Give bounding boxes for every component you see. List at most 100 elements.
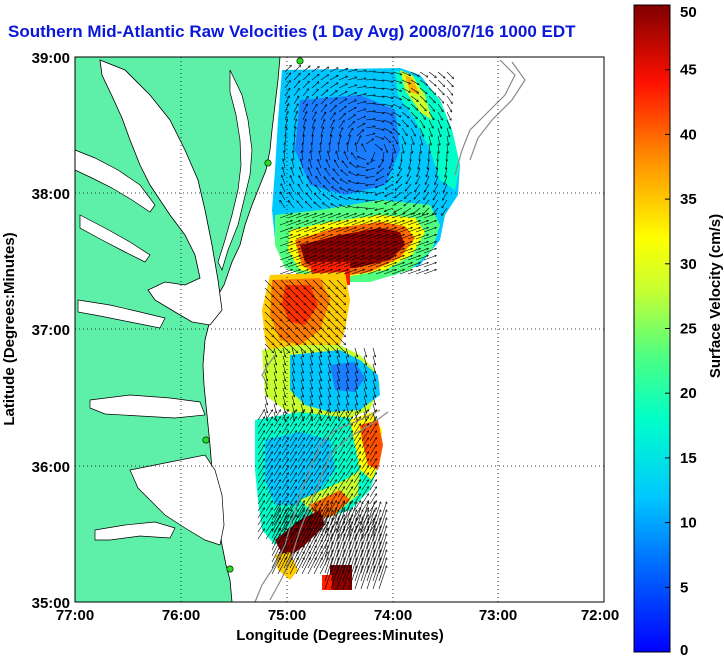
velocity-arrow [336,558,345,582]
velocity-arrow [297,445,305,456]
velocity-arrow [348,534,357,558]
velocity-arrow [282,355,285,365]
velocity-arrow [359,221,372,226]
velocity-arrow [363,403,366,413]
velocity-arrow [401,127,407,135]
velocity-arrow [282,371,285,381]
velocity-arrow [363,363,366,373]
velocity-arrow [265,410,273,421]
velocity-arrow [392,111,401,117]
velocity-arrow [415,256,428,261]
velocity-arrow [324,526,333,550]
colorbar-tick-label: 15 [680,450,697,467]
velocity-arrow [281,431,289,442]
velocity-arrow [281,487,289,498]
velocity-arrow [345,452,353,463]
velocity-arrow [328,319,337,329]
velocity-arrow [327,242,340,247]
colorbar-title: Surface Velocity (cm/s) [707,214,724,378]
velocity-arrow [385,199,394,204]
velocity-arrow [291,403,294,413]
velocity-arrow [360,550,369,574]
velocity-arrow [365,103,375,104]
station-marker [226,565,234,573]
velocity-arrow [375,207,385,210]
velocity-arrow [273,379,276,389]
velocity-arrow [340,196,349,201]
velocity-arrow [366,550,375,574]
velocity-arrow [330,518,339,542]
velocity-arrow [289,193,295,201]
velocity-arrow [354,395,357,405]
velocity-arrow [423,214,436,219]
velocity-arrow [348,542,357,566]
velocity-arrow [352,153,358,161]
velocity-arrow [407,228,420,233]
velocity-arrow [374,88,384,89]
velocity-arrow [401,143,404,153]
albemarle-sound [89,394,206,419]
velocity-arrow [374,135,384,139]
velocity-arrow [369,438,377,449]
velocity-arrow [257,438,265,449]
velocity-arrow [354,566,363,590]
velocity-arrow [291,347,294,357]
velocity-arrow [282,403,285,413]
y-tick-label: 36:00 [32,459,70,476]
velocity-arrow [329,410,337,421]
velocity-arrow [305,410,313,421]
velocity-arrow [264,287,273,297]
velocity-arrow [282,167,286,177]
velocity-arrow [372,542,381,566]
velocity-arrow [273,387,276,397]
velocity-arrow [327,256,340,261]
velocity-arrow [366,208,376,209]
velocity-arrow [284,81,290,89]
velocity-arrow [280,201,286,209]
velocity-arrow [338,99,347,105]
velocity-arrow [401,95,410,101]
velocity-arrow [447,143,448,153]
velocity-arrow [273,355,276,365]
velocity-arrow [280,279,289,289]
velocity-arrow [257,501,265,512]
velocity-arrow [363,355,366,365]
velocity-arrow [282,387,285,397]
velocity-arrow [410,119,416,127]
velocity-arrow [296,319,305,329]
velocity-arrow [401,79,410,84]
velocity-arrow [361,417,369,428]
velocity-arrow [291,371,294,381]
velocity-arrow [345,494,353,505]
velocity-arrow [389,159,394,168]
velocity-arrow [292,159,295,169]
velocity-arrow [282,363,285,373]
velocity-arrow [320,327,329,337]
velocity-arrow [264,347,267,357]
velocity-arrow [392,135,398,144]
velocity-arrow [372,387,375,397]
velocity-arrow [391,263,404,268]
velocity-arrow [304,319,313,329]
velocity-arrow [273,501,281,512]
velocity-arrow [281,480,289,491]
velocity-arrow [257,473,265,484]
velocity-arrow [319,552,328,569]
velocity-arrow [319,235,332,240]
velocity-arrow [353,508,361,519]
velocity-arrow [347,77,357,81]
velocity-arrow [338,76,347,81]
velocity-arrow [342,161,349,169]
velocity-arrow [271,510,280,527]
velocity-arrow [329,473,337,484]
velocity-arrow [378,518,387,542]
velocity-arrow [391,221,404,226]
velocity-arrow [426,167,430,177]
velocity-arrow [347,122,354,129]
velocity-arrow [273,431,281,442]
velocity-arrow [264,327,273,337]
velocity-arrow [302,89,309,97]
colorbar-tick-label: 10 [680,515,697,532]
velocity-arrow [305,452,313,463]
velocity-arrow [383,87,393,90]
